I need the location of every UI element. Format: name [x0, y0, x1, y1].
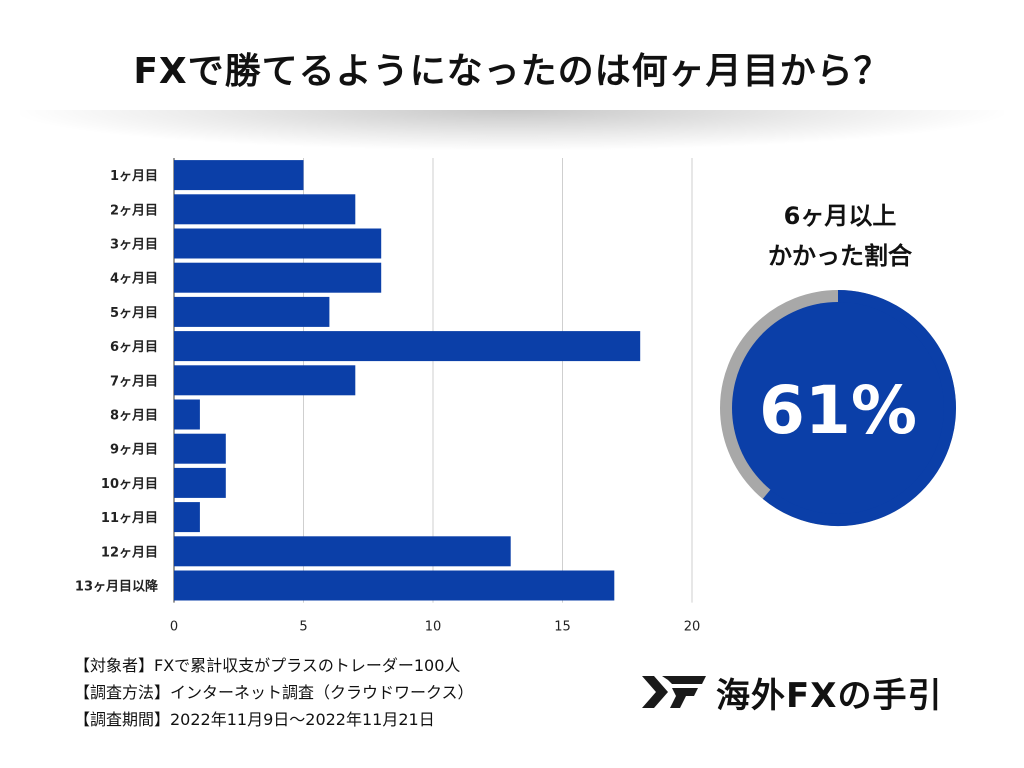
category-label: 1ヶ月目	[110, 169, 158, 184]
survey-notes: 【対象者】FXで累計収支がプラスのトレーダー100人 【調査方法】インターネット…	[74, 652, 474, 733]
bar	[174, 228, 382, 259]
category-label: 10ヶ月目	[101, 477, 158, 492]
x-tick-labels: 0 5 10 15 20	[170, 620, 700, 635]
note-period: 【調査期間】2022年11月9日〜2022年11月21日	[74, 710, 435, 729]
bar-chart: 1ヶ月目 2ヶ月目 3ヶ月目 4ヶ月目 5ヶ月目 6ヶ月目 7ヶ月目 8ヶ月目 9ヶ月目 10ヶ月…	[75, 158, 700, 635]
stat-label-line2: かかった割合	[768, 242, 912, 270]
chart-title: FXで勝てるようになったのは何ヶ月目から？	[133, 51, 891, 92]
category-label: 2ヶ月目	[110, 203, 158, 218]
stat-label-line1: 6ヶ月以上	[783, 202, 897, 230]
x-tick-label: 10	[425, 620, 442, 635]
bar	[174, 433, 226, 464]
category-label: 11ヶ月目	[101, 511, 158, 526]
x-tick-label: 5	[299, 620, 307, 635]
category-label: 3ヶ月目	[110, 238, 158, 253]
stat-label: 6ヶ月以上 かかった割合	[720, 196, 960, 276]
donut-center-fill	[732, 302, 944, 514]
percentage-value: 61%	[759, 372, 917, 449]
category-labels: 1ヶ月目 2ヶ月目 3ヶ月目 4ヶ月目 5ヶ月目 6ヶ月目 7ヶ月目 8ヶ月目 9ヶ月目 10ヶ月…	[75, 169, 159, 594]
bar	[174, 160, 304, 191]
title-shadow	[20, 110, 1004, 150]
category-label: 7ヶ月目	[110, 374, 158, 389]
category-label: 9ヶ月目	[110, 443, 158, 458]
logo-text: 海外FXの手引	[716, 675, 943, 716]
x-tick-label: 15	[554, 620, 571, 635]
bar	[174, 194, 356, 225]
bar	[174, 502, 200, 533]
percentage-donut: 61%	[720, 290, 956, 526]
bars	[174, 160, 641, 601]
category-label: 8ヶ月目	[110, 409, 158, 424]
bar	[174, 331, 641, 362]
note-target: 【対象者】FXで累計収支がプラスのトレーダー100人	[74, 656, 461, 675]
bar	[174, 399, 200, 430]
category-label: 4ヶ月目	[110, 272, 158, 287]
bar	[174, 536, 511, 567]
x-tick-label: 20	[684, 620, 701, 635]
note-method: 【調査方法】インターネット調査（クラウドワークス）	[74, 683, 474, 702]
brand-logo: 海外FXの手引	[642, 668, 942, 716]
bar	[174, 467, 226, 498]
bar	[174, 296, 330, 327]
category-label: 12ヶ月目	[101, 545, 158, 560]
bar	[174, 365, 356, 396]
x-tick-label: 0	[170, 620, 178, 635]
category-label: 5ヶ月目	[110, 306, 158, 321]
bar	[174, 570, 615, 601]
donut-percentage-arc	[762, 290, 956, 526]
bar	[174, 262, 382, 293]
category-label: 13ヶ月目以降	[75, 579, 159, 595]
category-label: 6ヶ月目	[110, 340, 158, 355]
fx-logo-mark-icon	[642, 676, 706, 708]
